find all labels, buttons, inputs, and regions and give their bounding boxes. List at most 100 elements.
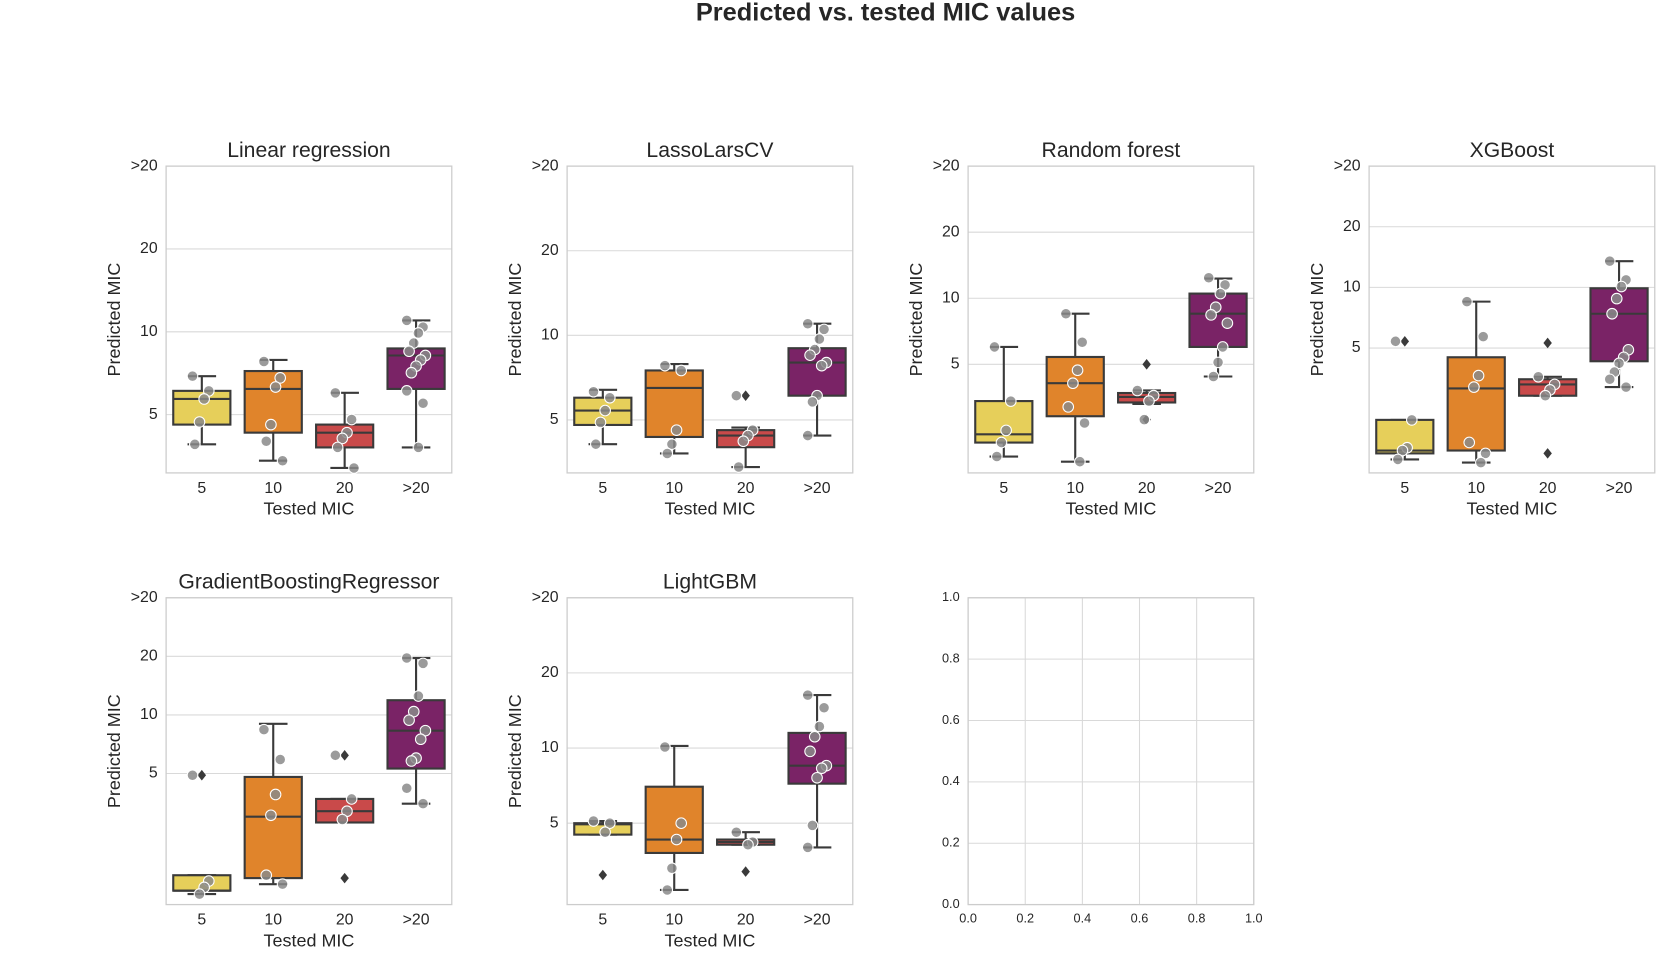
data-point (1468, 381, 1480, 393)
y-tick-label: 10 (140, 706, 158, 723)
data-point (742, 838, 754, 851)
data-point (1610, 292, 1623, 305)
flier (197, 769, 207, 781)
subplot-title: Linear regression (227, 139, 390, 162)
axes-frame (967, 597, 1255, 906)
data-point (813, 333, 826, 345)
data-point (675, 364, 688, 377)
data-point (400, 385, 413, 397)
x-tick-label: >20 (403, 912, 430, 929)
data-point (1463, 436, 1476, 449)
y-tick-label: 1.0 (942, 590, 960, 604)
data-point (1214, 287, 1227, 300)
y-tick-label: 0.0 (942, 897, 960, 911)
data-point (1131, 384, 1144, 397)
x-tick-label: 0.6 (1131, 912, 1149, 926)
data-point (1060, 307, 1072, 320)
data-point (412, 690, 425, 702)
data-point (345, 413, 358, 426)
data-point (417, 657, 429, 670)
data-point (260, 869, 273, 882)
data-point (403, 714, 415, 726)
data-point (269, 381, 282, 393)
data-point (659, 359, 671, 372)
axes-frame (967, 165, 1255, 474)
data-point (815, 762, 828, 775)
data-point (1221, 317, 1234, 329)
y-tick-label: 20 (140, 240, 158, 257)
x-tick-label: 1.0 (1245, 912, 1263, 926)
y-tick-label: >20 (532, 589, 559, 606)
data-point (801, 429, 814, 442)
y-tick-label: 20 (541, 664, 559, 681)
data-point (258, 355, 270, 368)
x-tick-label: 5 (598, 912, 607, 929)
data-point (804, 349, 816, 361)
data-point (400, 652, 413, 664)
data-point (336, 813, 349, 826)
data-point (1078, 417, 1091, 429)
data-point (988, 341, 1001, 353)
y-tick-label: 5 (149, 406, 158, 423)
data-point (329, 387, 342, 399)
data-point (818, 323, 830, 336)
x-axis-label: Tested MIC (1466, 499, 1557, 519)
data-point (1143, 395, 1155, 407)
data-point (329, 749, 342, 762)
data-point (198, 393, 210, 405)
x-axis-label: Tested MIC (1065, 499, 1156, 519)
data-point (594, 416, 607, 429)
x-tick-label: 5 (1400, 480, 1409, 497)
y-tick-label: 10 (140, 323, 158, 340)
data-point (730, 826, 743, 839)
box (1375, 418, 1435, 455)
data-point (1212, 356, 1224, 369)
data-point (1062, 401, 1075, 413)
y-axis-label: Predicted MIC (505, 694, 525, 808)
data-point (1472, 369, 1485, 382)
data-point (1138, 413, 1151, 426)
y-tick-label: 5 (951, 356, 960, 373)
x-tick-label: 10 (264, 480, 282, 497)
y-tick-label: >20 (1334, 157, 1361, 174)
data-point (405, 755, 418, 767)
x-tick-label: 10 (665, 480, 683, 497)
data-point (1615, 280, 1628, 293)
x-tick-label: 10 (1467, 480, 1485, 497)
x-axis-label: Tested MIC (665, 499, 756, 519)
flier (1543, 448, 1552, 459)
data-point (1392, 453, 1404, 466)
data-point (1603, 373, 1616, 386)
data-point (405, 366, 418, 379)
data-point (1202, 271, 1215, 284)
subplot-title: Random forest (1042, 139, 1181, 162)
data-point (804, 745, 816, 758)
x-tick-label: >20 (804, 480, 831, 497)
y-axis-label: Predicted MIC (505, 263, 525, 377)
y-tick-label: >20 (532, 157, 559, 174)
data-point (801, 841, 814, 854)
y-tick-label: 5 (550, 411, 559, 428)
data-point (417, 397, 429, 410)
y-tick-label: 20 (541, 242, 559, 259)
subplot-title: LightGBM (663, 571, 757, 594)
x-tick-label: 5 (197, 912, 206, 929)
x-tick-label: 10 (1066, 480, 1084, 497)
data-point (265, 809, 277, 822)
data-point (269, 788, 282, 801)
data-point (670, 424, 683, 436)
data-point (265, 418, 277, 431)
y-tick-label: 20 (942, 223, 960, 240)
flier (1400, 336, 1410, 347)
x-tick-label: 5 (598, 480, 607, 497)
data-point (1205, 309, 1217, 321)
x-tick-label: >20 (1205, 480, 1232, 497)
x-tick-label: 0.2 (1016, 912, 1034, 926)
axes-frame (165, 165, 453, 474)
y-tick-label: >20 (131, 589, 158, 606)
x-axis-label: Tested MIC (264, 930, 355, 950)
data-point (258, 723, 270, 736)
data-point (815, 359, 828, 372)
flier (340, 872, 349, 884)
